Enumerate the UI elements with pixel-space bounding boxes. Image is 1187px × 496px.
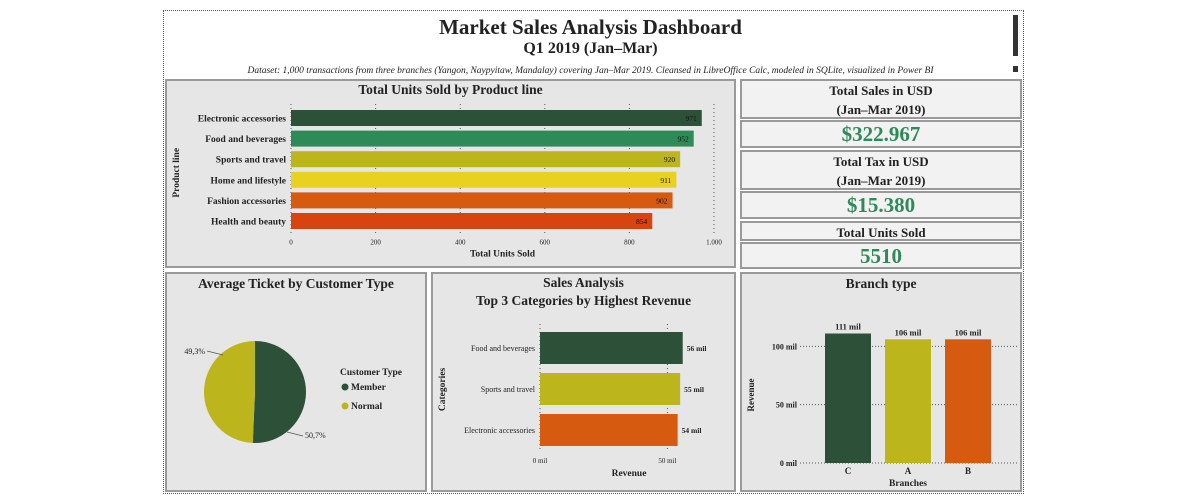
data-label: 56 mil	[687, 344, 707, 353]
category-label: Health and beauty	[211, 218, 286, 228]
y-tick-label: 0 mil	[780, 459, 798, 468]
scrollbar-marker[interactable]	[1013, 66, 1018, 72]
customer-type-title: Average Ticket by Customer Type	[198, 276, 394, 291]
dashboard-subtitle: Q1 2019 (Jan–Mar)	[523, 40, 658, 57]
x-axis-label: Total Units Sold	[470, 250, 536, 260]
total-sales-label: Total Sales in USD	[829, 83, 933, 98]
legend-marker	[341, 383, 349, 391]
data-label: 971	[685, 114, 697, 123]
data-label: 55 mil	[684, 385, 704, 394]
sales-analysis-subtitle: Top 3 Categories by Highest Revenue	[475, 293, 692, 308]
data-label: 106 mil	[955, 327, 982, 337]
x-tick-label: 0	[289, 239, 293, 247]
bar	[540, 373, 681, 405]
data-label: 911	[660, 176, 671, 185]
customer-type-pie-chart: 50,7% 49,3% Customer Type Member Normal	[184, 341, 402, 443]
product-line-chart: 0 200 400 600 800 1.000 Electronic accessories…	[172, 104, 722, 260]
dataset-note: Dataset: 1,000 transactions from three b…	[247, 66, 934, 76]
legend-entry: Member	[351, 383, 387, 393]
data-label: 111 mil	[835, 322, 861, 332]
bar	[291, 130, 694, 147]
units-sold-value-card: 5510	[740, 242, 1022, 269]
sales-analysis-title: Sales Analysis	[543, 275, 624, 290]
bar	[291, 213, 653, 229]
total-sales-card: Total Sales in USD (Jan–Mar 2019)	[740, 79, 1022, 119]
data-label: 54 mil	[682, 426, 702, 435]
leader-line	[286, 431, 304, 437]
bar	[291, 192, 673, 209]
pie-slice	[203, 341, 255, 443]
sales-analysis-chart: 0 mil 50 mil Food and beverages 56 mil Sport…	[438, 324, 707, 479]
x-tick-label: 400	[455, 239, 466, 247]
x-tick-label: C	[845, 466, 852, 476]
branch-chart: 0 mil 50 mil 100 mil 111 mil C 106 mil A 106 mi…	[746, 322, 1018, 489]
category-label: Sports and travel	[216, 156, 287, 166]
bar	[291, 110, 702, 126]
bar	[885, 339, 931, 463]
leader-line	[206, 350, 224, 356]
customer-type-panel: Average Ticket by Customer Type 50,7% 49,…	[165, 272, 427, 492]
data-label: 920	[664, 155, 676, 164]
units-sold-value: 5510	[860, 244, 902, 268]
branch-panel: Branch type 0 mil 50 mil 100 mil 111 mil C 10…	[740, 272, 1022, 492]
total-sales-value: $322.967	[841, 122, 921, 146]
slice-label: 49,3%	[184, 347, 205, 356]
bar	[945, 339, 991, 463]
legend-marker	[341, 402, 349, 410]
data-label: 952	[677, 135, 689, 144]
x-tick-label: A	[905, 466, 912, 476]
category-label: Electronic accessories	[198, 115, 286, 125]
total-tax-label: Total Tax in USD	[833, 154, 929, 169]
data-label: 106 mil	[895, 327, 922, 337]
x-tick-label: 1.000	[706, 239, 722, 247]
total-tax-card: Total Tax in USD (Jan–Mar 2019)	[740, 150, 1022, 190]
total-tax-value: $15.380	[846, 193, 916, 217]
x-axis-label: Branches	[889, 479, 927, 489]
y-axis-label: Product line	[172, 148, 182, 198]
pie-slice	[252, 341, 306, 443]
y-tick-label: 50 mil	[776, 401, 798, 410]
category-label: Electronic accessories	[464, 426, 535, 435]
bar	[825, 333, 871, 463]
data-label: 902	[656, 196, 668, 205]
total-tax-value-card: $15.380	[740, 191, 1022, 219]
total-tax-period: (Jan–Mar 2019)	[836, 173, 926, 188]
x-tick-label: 0 mil	[533, 457, 548, 465]
units-sold-label: Total Units Sold	[836, 225, 926, 240]
category-label: Food and beverages	[205, 135, 286, 145]
scrollbar-thumb[interactable]	[1013, 15, 1018, 56]
y-axis-label: Revenue	[746, 379, 756, 412]
bar	[540, 332, 683, 364]
x-tick-label: 600	[540, 239, 551, 247]
category-label: Home and lifestyle	[211, 176, 286, 186]
y-tick-label: 100 mil	[772, 342, 798, 351]
x-tick-label: B	[965, 466, 971, 476]
total-sales-period: (Jan–Mar 2019)	[836, 102, 926, 117]
bar	[291, 151, 681, 168]
x-axis-label: Revenue	[612, 469, 647, 479]
slice-label: 50,7%	[305, 431, 326, 440]
x-tick-label: 50 mil	[658, 457, 676, 465]
category-label: Food and beverages	[471, 344, 535, 353]
branch-title: Branch type	[845, 276, 917, 291]
data-label: 854	[636, 217, 648, 226]
category-label: Fashion accessories	[207, 197, 286, 207]
bar	[540, 414, 678, 446]
units-sold-card: Total Units Sold	[740, 221, 1022, 241]
legend-title: Customer Type	[340, 368, 402, 378]
legend-entry: Normal	[351, 402, 382, 412]
product-line-title: Total Units Sold by Product line	[358, 82, 543, 97]
x-tick-label: 200	[370, 239, 381, 247]
x-tick-label: 800	[624, 239, 635, 247]
total-sales-value-card: $322.967	[740, 120, 1022, 148]
product-line-panel: Total Units Sold by Product line 0 200 400…	[165, 79, 736, 268]
category-label: Sports and travel	[481, 385, 536, 394]
dashboard-title: Market Sales Analysis Dashboard	[439, 15, 742, 39]
y-axis-label: Categories	[438, 368, 448, 412]
bar	[291, 171, 677, 188]
sales-analysis-panel: Sales Analysis Top 3 Categories by Highe…	[431, 272, 736, 492]
